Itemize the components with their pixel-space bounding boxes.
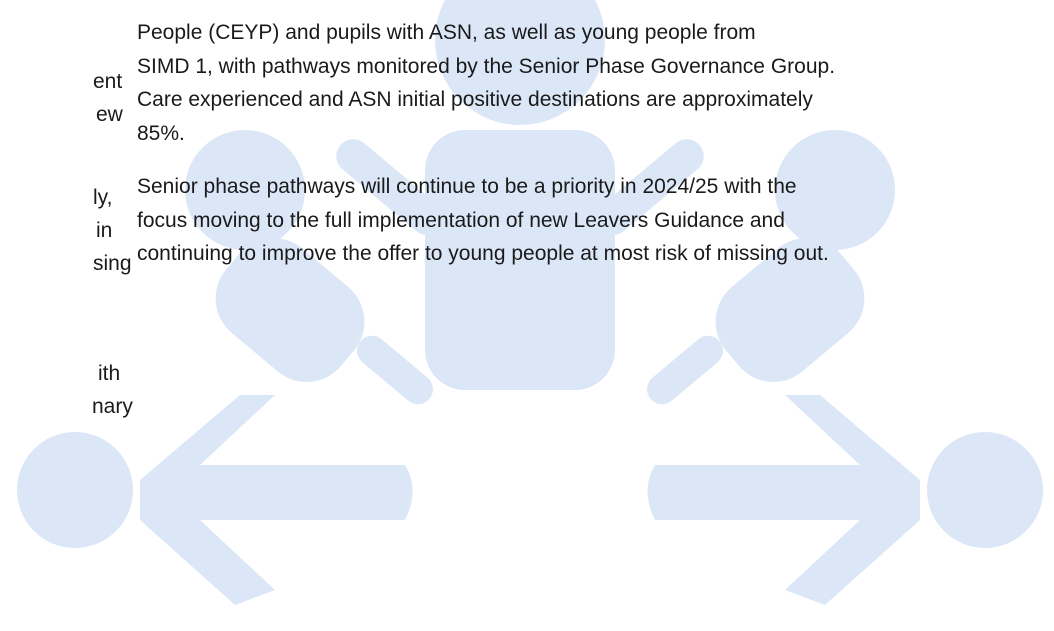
paragraph-line: continuing to improve the offer to young… bbox=[137, 242, 829, 266]
page: ent ew ly, in sing ith nary People (CEYP) and … bbox=[0, 0, 1054, 631]
left-fragment: ly, bbox=[93, 186, 112, 210]
paragraph-line: focus moving to the full implementation … bbox=[137, 209, 785, 233]
left-fragment: in bbox=[96, 219, 112, 243]
left-fragment: sing bbox=[93, 252, 132, 276]
paragraph-line: Senior phase pathways will continue to b… bbox=[137, 175, 797, 199]
left-fragment: nary bbox=[92, 395, 133, 419]
left-fragment: ith bbox=[98, 362, 120, 386]
paragraph-line: SIMD 1, with pathways monitored by the S… bbox=[137, 55, 835, 79]
left-fragment: ew bbox=[96, 103, 123, 127]
paragraph-line: Care experienced and ASN initial positiv… bbox=[137, 88, 813, 112]
paragraph-line: People (CEYP) and pupils with ASN, as we… bbox=[137, 21, 756, 45]
left-fragment: ent bbox=[93, 70, 122, 94]
paragraph-line: 85%. bbox=[137, 122, 185, 146]
